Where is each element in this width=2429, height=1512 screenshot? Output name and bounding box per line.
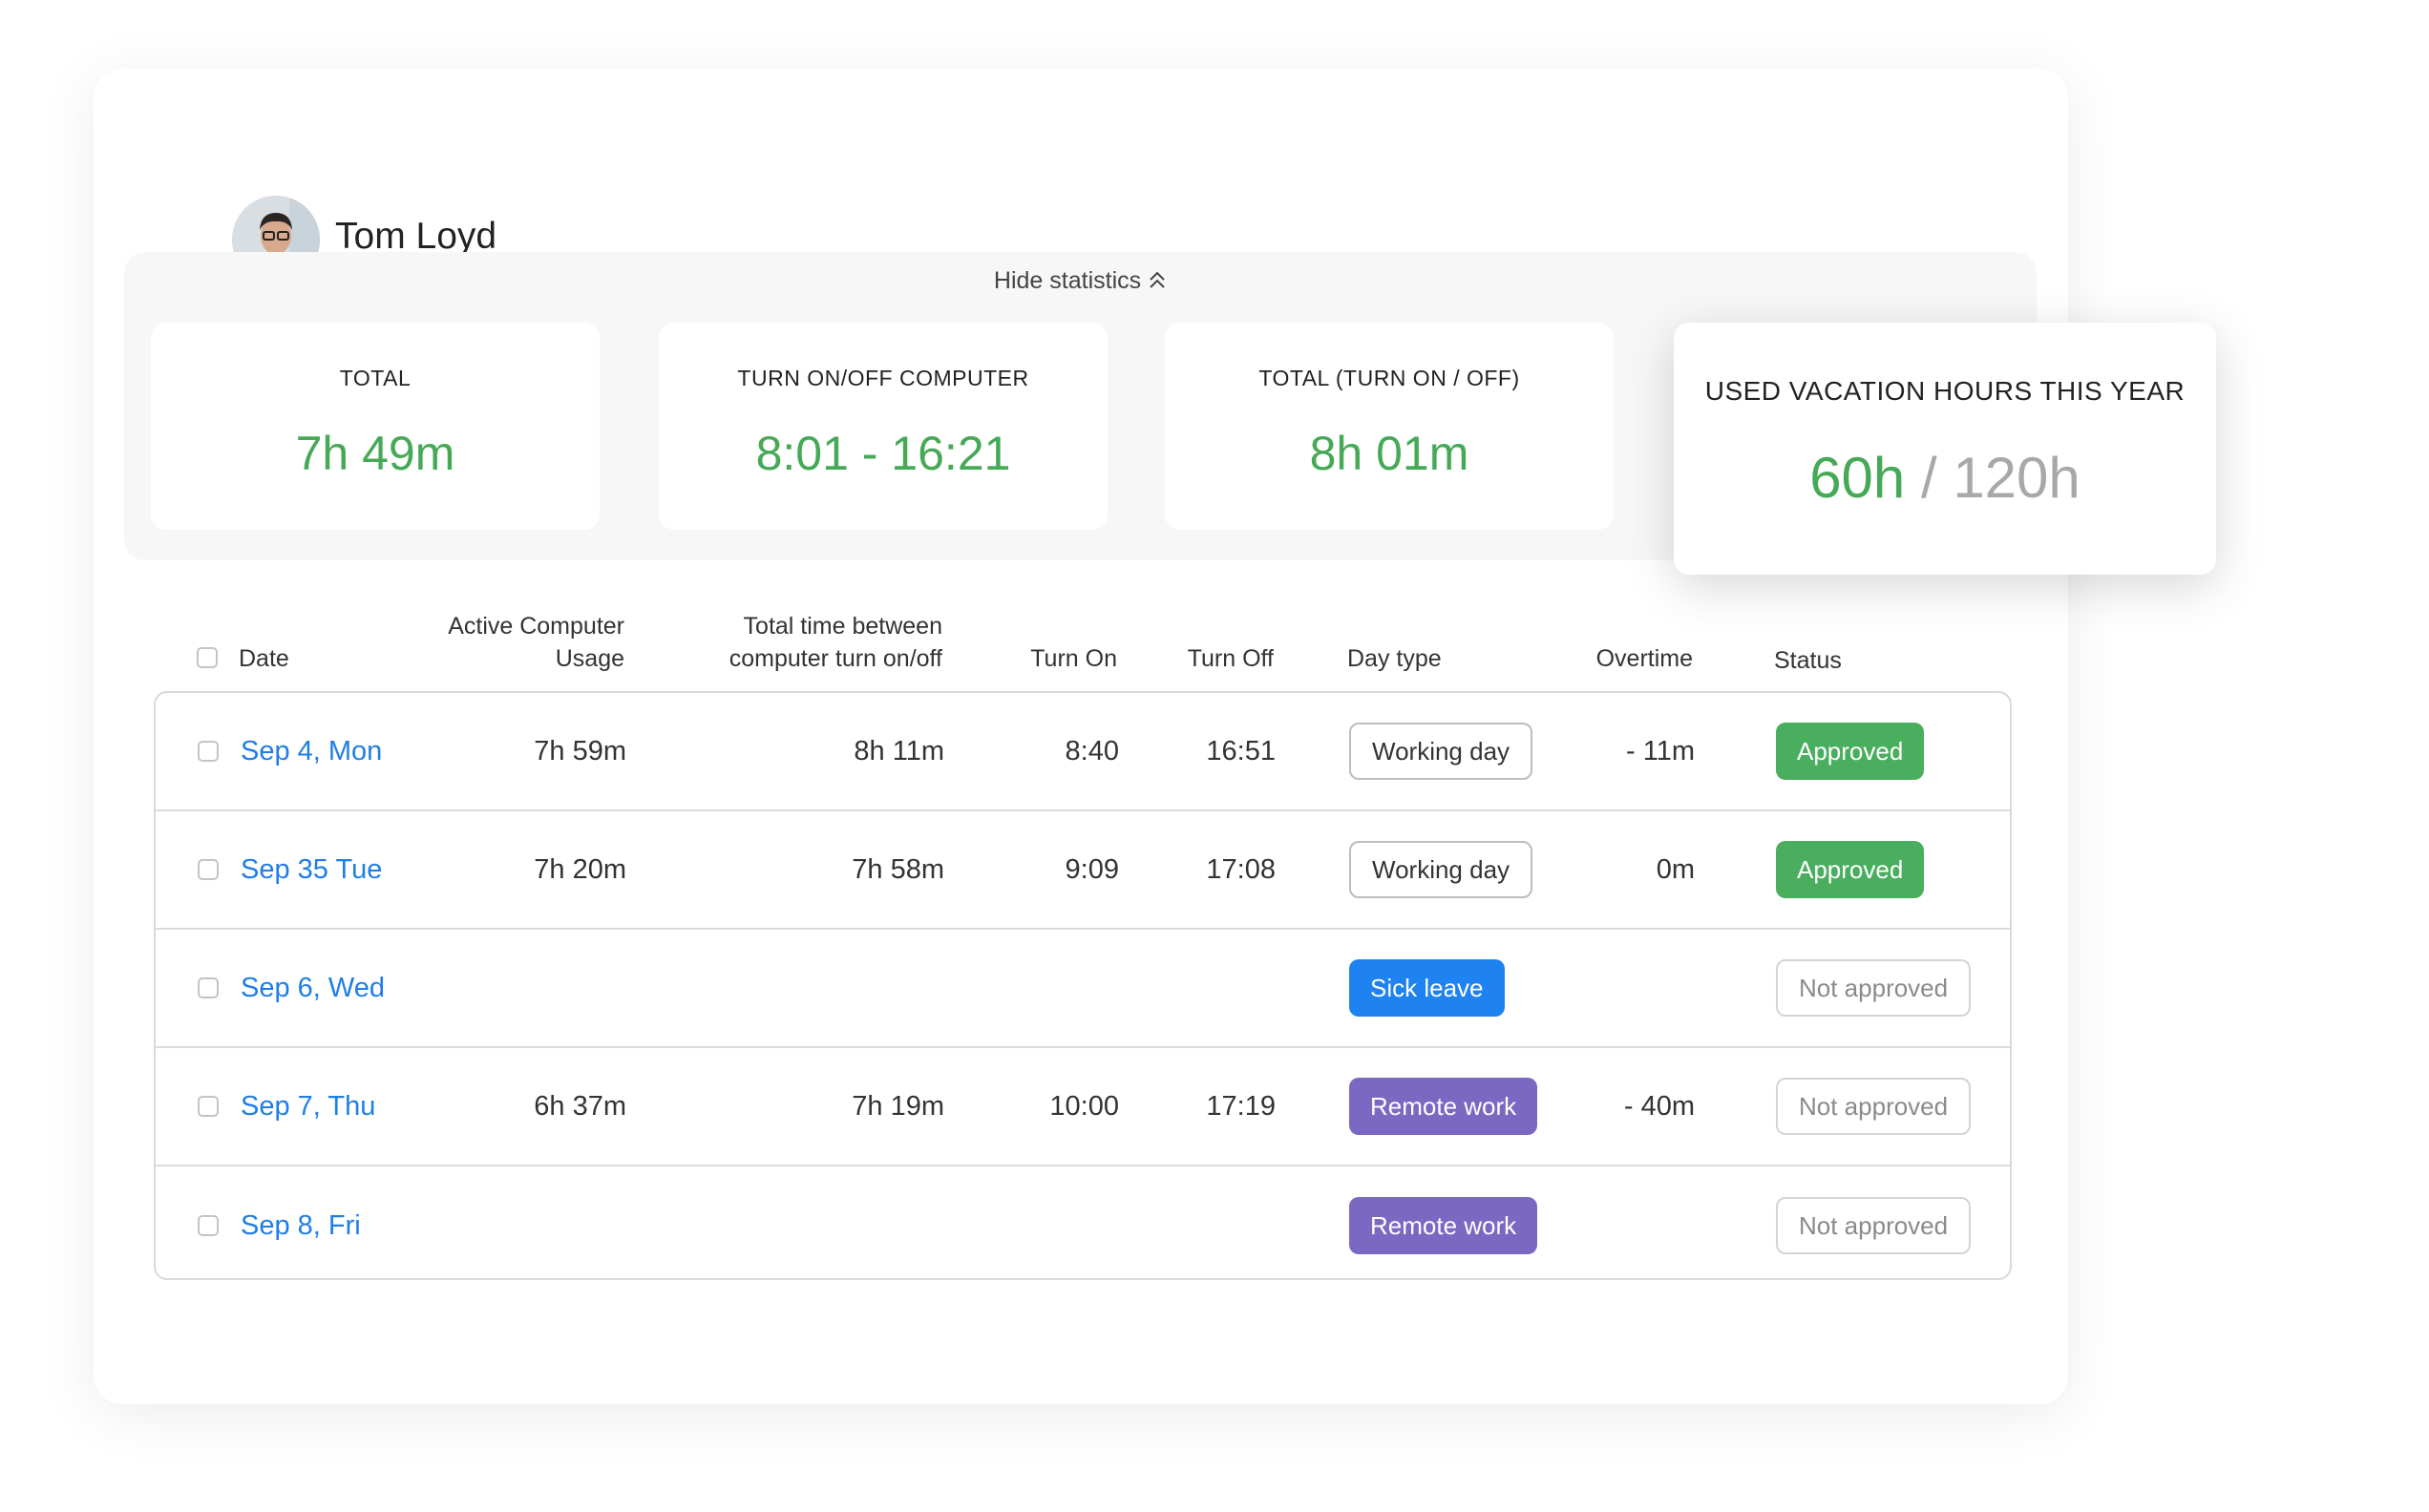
stat-label: TURN ON/OFF COMPUTER [737, 366, 1029, 390]
row-date-link[interactable]: Sep 8, Fri [241, 1209, 361, 1241]
day-type-badge[interactable]: Working day [1349, 723, 1533, 780]
hide-statistics-label: Hide statistics [993, 267, 1142, 294]
row-date-link[interactable]: Sep 6, Wed [241, 972, 386, 1003]
row-total-between [575, 930, 944, 1046]
table-row: Sep 6, Wed Sick leave Not approved [156, 930, 2010, 1048]
status-badge[interactable]: Approved [1776, 841, 1925, 898]
stat-value: 7h 49m [295, 427, 455, 480]
header-overtime: Overtime [1595, 645, 1693, 672]
row-overtime [1530, 1166, 1695, 1285]
row-active-usage: 6h 37m [534, 1090, 626, 1122]
table-row: Sep 8, Fri Remote work Not approved [156, 1166, 2010, 1285]
table-row: Sep 7, Thu 6h 37m 7h 19m 10:00 17:19 Rem… [156, 1048, 2010, 1166]
header-date: Date [239, 645, 289, 672]
status-badge[interactable]: Approved [1776, 723, 1925, 780]
table-row: Sep 35 Tue 7h 20m 7h 58m 9:09 17:08 Work… [156, 811, 2010, 930]
header-line: Active Computer [448, 613, 624, 640]
header-day-type: Day type [1347, 645, 1442, 672]
row-date-link[interactable]: Sep 35 Tue [241, 853, 383, 885]
status-badge[interactable]: Not approved [1776, 1078, 1972, 1135]
row-checkbox[interactable] [198, 859, 219, 880]
row-turn-off: 17:08 [1206, 853, 1276, 885]
row-turn-on [957, 930, 1119, 1046]
stat-label: TOTAL [339, 366, 412, 390]
status-badge[interactable]: Not approved [1776, 959, 1972, 1017]
row-total-between: 7h 19m [852, 1090, 944, 1122]
user-name: Tom Loyd [335, 216, 497, 257]
row-turn-off: 17:19 [1206, 1090, 1276, 1122]
day-type-badge[interactable]: Remote work [1349, 1197, 1538, 1254]
header-total-between: Total time between computer turn on/off [649, 610, 942, 675]
stat-card-total: TOTAL 7h 49m [151, 323, 600, 530]
vacation-total: 120h [1953, 446, 2080, 510]
row-checkbox[interactable] [198, 1096, 219, 1117]
header-turn-on: Turn On [1030, 645, 1117, 672]
row-overtime: - 11m [1626, 735, 1695, 766]
row-turn-on: 10:00 [1049, 1090, 1119, 1122]
row-active-usage: 7h 20m [534, 853, 626, 885]
row-turn-on: 9:09 [1065, 853, 1119, 885]
select-all-checkbox[interactable] [197, 647, 218, 668]
row-turn-off: 16:51 [1206, 735, 1276, 766]
row-total-between [575, 1166, 944, 1285]
stat-card-turn-on-off: TURN ON/OFF COMPUTER 8:01 - 16:21 [659, 323, 1108, 530]
row-total-between: 8h 11m [854, 735, 944, 766]
header-turn-off: Turn Off [1187, 645, 1274, 672]
stat-value: 8h 01m [1309, 427, 1469, 480]
row-turn-off [1129, 1166, 1276, 1285]
vacation-value: 60h / 120h [1674, 445, 2216, 511]
row-active-usage: 7h 59m [534, 735, 626, 766]
row-turn-off [1129, 930, 1276, 1046]
header-line: computer turn on/off [729, 645, 942, 672]
row-checkbox[interactable] [198, 977, 219, 998]
vacation-used: 60h [1809, 446, 1906, 510]
row-overtime: 0m [1656, 853, 1695, 885]
row-turn-on: 8:40 [1065, 735, 1119, 766]
vacation-separator: / [1920, 446, 1937, 510]
vacation-hours-card: USED VACATION HOURS THIS YEAR 60h / 120h [1674, 323, 2216, 575]
row-turn-on [957, 1166, 1119, 1285]
header-status: Status [1774, 647, 1842, 674]
header-line: Usage [555, 645, 624, 672]
row-date-link[interactable]: Sep 4, Mon [241, 735, 383, 766]
stat-card-total-turn-on-off: TOTAL (TURN ON / OFF) 8h 01m [1165, 323, 1614, 530]
hide-statistics-toggle[interactable]: Hide statistics [124, 267, 2037, 295]
day-type-badge[interactable]: Working day [1349, 841, 1533, 898]
row-total-between: 7h 58m [852, 853, 944, 885]
vacation-label: USED VACATION HOURS THIS YEAR [1704, 376, 2186, 406]
status-badge[interactable]: Not approved [1776, 1197, 1972, 1254]
table-row: Sep 4, Mon 7h 59m 8h 11m 8:40 16:51 Work… [156, 693, 2010, 811]
day-type-badge[interactable]: Remote work [1349, 1078, 1538, 1135]
stat-label: TOTAL (TURN ON / OFF) [1258, 366, 1520, 390]
timesheet-table: Sep 4, Mon 7h 59m 8h 11m 8:40 16:51 Work… [154, 691, 2012, 1280]
row-overtime: - 40m [1623, 1090, 1695, 1122]
day-type-badge[interactable]: Sick leave [1349, 959, 1505, 1017]
row-checkbox[interactable] [198, 1215, 219, 1236]
stat-value: 8:01 - 16:21 [755, 427, 1011, 480]
header-active-usage: Active Computer Usage [363, 610, 624, 675]
header-line: Total time between [743, 613, 942, 640]
row-date-link[interactable]: Sep 7, Thu [241, 1090, 376, 1122]
row-overtime [1530, 930, 1695, 1046]
chevron-double-up-icon [1150, 271, 1165, 288]
row-checkbox[interactable] [198, 741, 219, 762]
